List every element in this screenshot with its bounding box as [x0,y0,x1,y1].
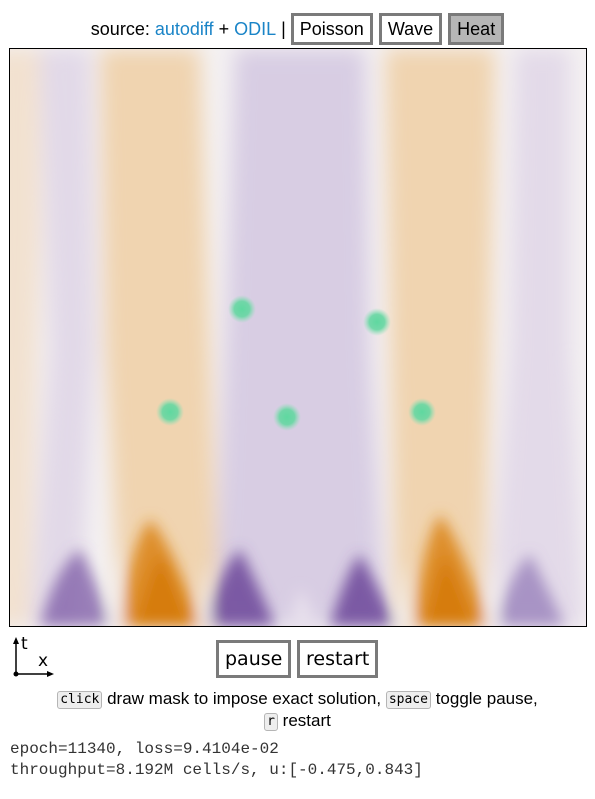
odil-link[interactable]: ODIL [234,19,276,40]
restart-button[interactable]: restart [297,640,378,678]
status-readout: epoch=11340, loss=9.4104e-02 throughput=… [10,739,423,781]
key-space: space [386,691,431,709]
source-label: source: [91,19,150,40]
mask-point [156,398,184,426]
help-text: click draw mask to impose exact solution… [0,688,595,732]
help-r-text: restart [278,711,331,730]
axes-icon: t x [10,636,60,678]
plus-sign: + [219,19,230,40]
status-throughput: throughput=8.192M cells/s, u:[-0.475,0.8… [10,761,423,779]
help-space-text: toggle pause, [431,689,538,708]
key-click: click [57,691,102,709]
mask-point [363,308,391,336]
mode-button-wave[interactable]: Wave [379,13,442,45]
top-bar: source: autodiff + ODIL | Poisson Wave H… [0,14,595,44]
key-r: r [264,713,278,731]
pause-button[interactable]: pause [216,640,291,678]
solution-canvas[interactable] [9,48,587,627]
x-axis-label: x [38,651,48,671]
mode-button-poisson[interactable]: Poisson [291,13,373,45]
mask-point [273,403,301,431]
autodiff-link[interactable]: autodiff [155,19,214,40]
mask-point [228,295,256,323]
mask-point [408,398,436,426]
status-epoch-loss: epoch=11340, loss=9.4104e-02 [10,740,279,758]
axes-arrows-icon [10,636,60,678]
separator: | [281,19,286,40]
solution-field[interactable] [10,49,586,626]
help-click-text: draw mask to impose exact solution, [102,689,385,708]
mode-button-heat[interactable]: Heat [448,13,504,45]
t-axis-label: t [21,634,28,654]
